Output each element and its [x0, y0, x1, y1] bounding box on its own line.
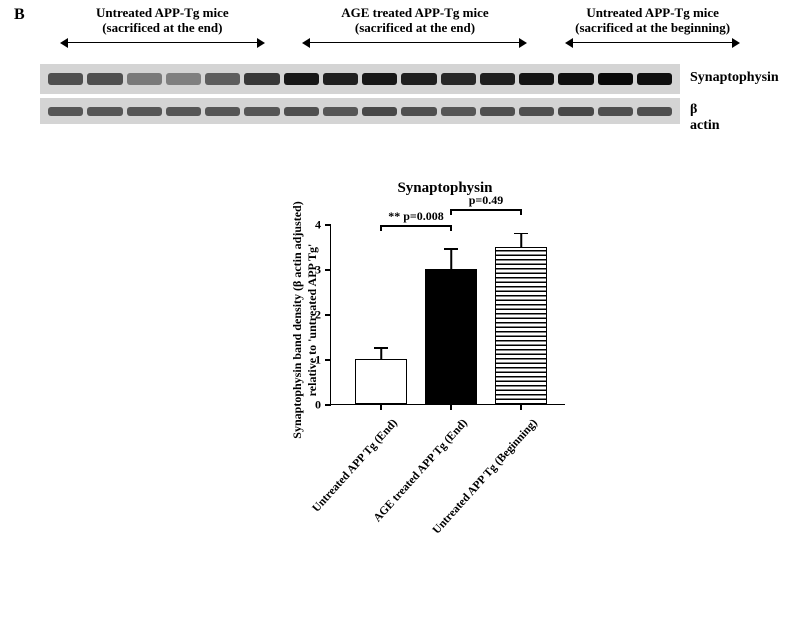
panel-letter: B [14, 6, 25, 24]
blot-band [401, 73, 436, 85]
blot-band [48, 107, 83, 116]
y-tick [325, 359, 331, 361]
blot-band [558, 107, 593, 116]
double-arrow [60, 38, 265, 48]
blot-band [637, 107, 672, 116]
blot-band [480, 107, 515, 116]
blot-band [558, 73, 593, 85]
blot-band [244, 107, 279, 116]
x-tick [380, 404, 382, 410]
blot-band [323, 73, 358, 85]
bar [495, 247, 547, 405]
blot-band [127, 73, 162, 85]
error-bar [380, 347, 382, 360]
significance-drop [450, 225, 452, 231]
y-axis-label-line1: Synaptophysin band density (β actin adju… [290, 201, 304, 438]
group-label: AGE treated APP-Tg mice(sacrificed at th… [293, 6, 538, 48]
bar [355, 359, 407, 404]
x-tick-label: Untreated APP Tg (Beginning) [411, 417, 540, 559]
plot-area: 01234Untreated APP Tg (End)AGE treated A… [330, 225, 565, 405]
error-cap [444, 248, 458, 250]
error-cap [514, 233, 528, 235]
group-label-line2: (sacrificed at the beginning) [555, 21, 750, 36]
y-tick [325, 404, 331, 406]
bar [425, 269, 477, 404]
blot-band [441, 107, 476, 116]
blot-band [166, 73, 201, 85]
group-label: Untreated APP-Tg mice(sacrificed at the … [555, 6, 750, 48]
x-tick-label: AGE treated APP Tg (End) [341, 417, 470, 559]
error-cap [374, 347, 388, 349]
synaptophysin-strip [40, 64, 680, 94]
beta-actin-strip [40, 98, 680, 124]
blot-band [598, 73, 633, 85]
y-axis-label: Synaptophysin band density (β actin adju… [290, 140, 320, 500]
western-blot: Synaptophysinβ actin [40, 64, 680, 124]
blot-band [284, 107, 319, 116]
significance-line [381, 225, 451, 227]
significance-drop [380, 225, 382, 231]
significance-drop [520, 209, 522, 215]
error-bar [520, 233, 522, 248]
group-label-line1: Untreated APP-Tg mice [555, 6, 750, 21]
blot-band [362, 107, 397, 116]
y-tick [325, 224, 331, 226]
blot-band [48, 73, 83, 85]
chart-title: Synaptophysin [335, 180, 555, 197]
x-tick [520, 404, 522, 410]
y-axis-label-line2: relative to 'untreated APP Tg' [305, 244, 319, 397]
blot-band [87, 73, 122, 85]
group-label-line2: (sacrificed at the end) [293, 21, 538, 36]
double-arrow [302, 38, 527, 48]
error-bar [450, 248, 452, 270]
blot-band [244, 73, 279, 85]
group-label-line2: (sacrificed at the end) [50, 21, 275, 36]
beta-actin-label: β actin [690, 102, 720, 134]
double-arrow [565, 38, 740, 48]
y-tick [325, 269, 331, 271]
blot-band [441, 73, 476, 85]
blot-band [480, 73, 515, 85]
group-label-line1: Untreated APP-Tg mice [50, 6, 275, 21]
blot-band [87, 107, 122, 116]
significance-line [451, 209, 521, 211]
bar-chart: 01234Untreated APP Tg (End)AGE treated A… [290, 225, 610, 605]
blot-band [323, 107, 358, 116]
blot-band [598, 107, 633, 116]
y-tick [325, 314, 331, 316]
synaptophysin-label: Synaptophysin [690, 70, 779, 86]
blot-band [205, 73, 240, 85]
significance-text: p=0.49 [469, 193, 504, 208]
significance-text: ** p=0.008 [388, 209, 444, 224]
blot-band [637, 73, 672, 85]
blot-band [284, 73, 319, 85]
blot-band [127, 107, 162, 116]
significance-drop [450, 209, 452, 215]
blot-band [362, 73, 397, 85]
blot-band [519, 107, 554, 116]
x-tick [450, 404, 452, 410]
blot-band [401, 107, 436, 116]
group-label: Untreated APP-Tg mice(sacrificed at the … [50, 6, 275, 48]
group-labels-row: Untreated APP-Tg mice(sacrificed at the … [50, 6, 750, 48]
blot-band [519, 73, 554, 85]
group-label-line1: AGE treated APP-Tg mice [293, 6, 538, 21]
blot-band [205, 107, 240, 116]
blot-band [166, 107, 201, 116]
